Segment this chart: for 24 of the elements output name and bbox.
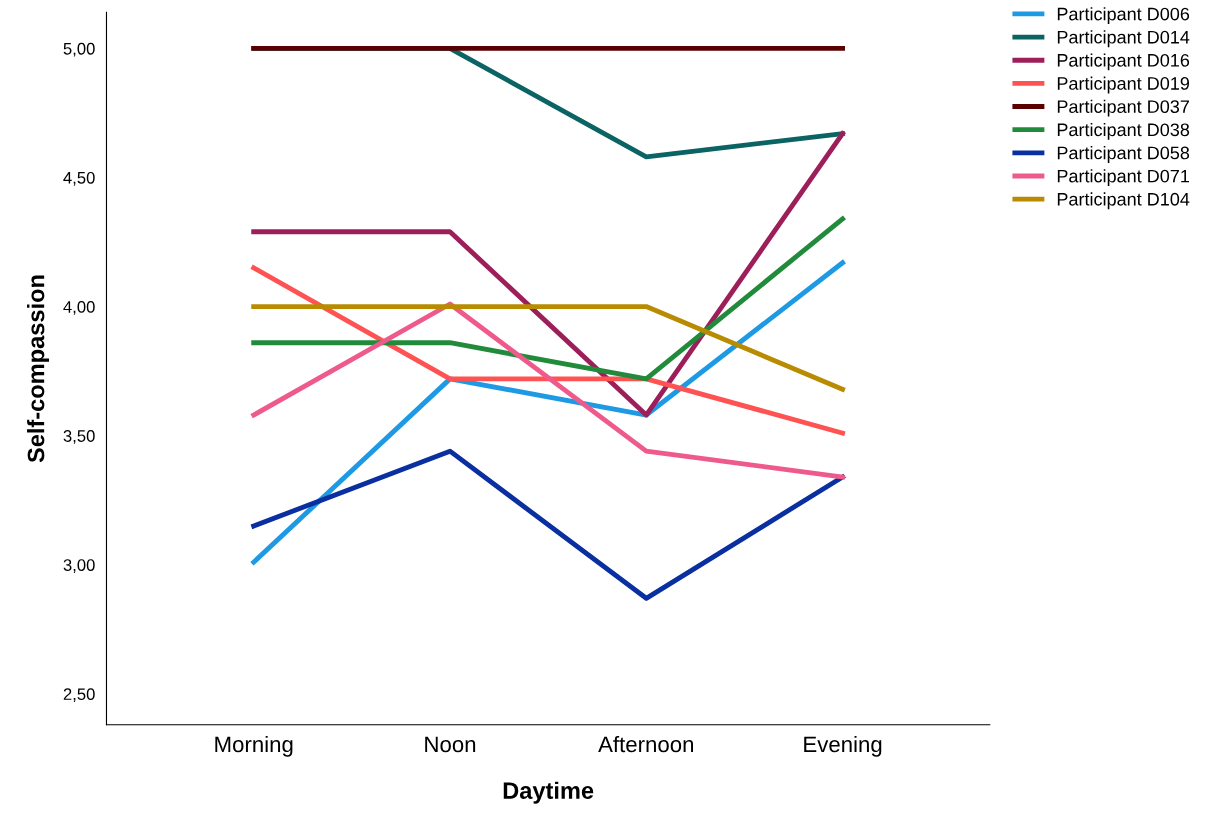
y-tick-label: 5,00 [63,42,95,57]
legend-label: Participant D071 [1057,169,1189,187]
legend-label: Participant D058 [1057,146,1190,163]
legend-label: Participant D104 [1057,192,1190,210]
line-series [251,301,845,480]
legend-label: Participant D016 [1057,53,1190,71]
y-tick-label: 3,00 [63,559,95,573]
x-tick-label: Morning [215,735,293,757]
x-axis-title: Daytime [503,781,594,804]
x-tick-label: Evening [804,735,882,757]
legend-label: Participant D037 [1057,99,1189,117]
line-series [251,448,845,601]
y-tick-label: 4,00 [63,300,95,315]
legend-label: Participant D019 [1057,76,1190,94]
x-tick-label: Noon [425,736,476,753]
line-series [251,260,845,565]
legend-label: Participant D006 [1057,7,1190,24]
x-tick-label: Afternoon [598,735,694,753]
legend-label: Participant D038 [1057,122,1190,140]
legend-label: Participant D014 [1057,30,1190,48]
y-tick-label: 4,50 [63,171,95,186]
y-axis-title: Self-compassion [27,275,50,463]
y-tick-label: 3,50 [63,430,95,444]
y-tick-label: 2,50 [63,688,95,703]
